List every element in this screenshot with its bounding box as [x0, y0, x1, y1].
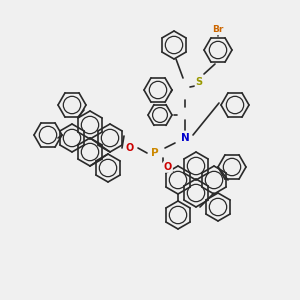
Text: Br: Br [212, 26, 224, 34]
Text: O: O [126, 143, 134, 153]
Text: O: O [164, 162, 172, 172]
Text: P: P [151, 148, 159, 158]
Text: S: S [195, 77, 203, 87]
Text: N: N [181, 133, 189, 143]
